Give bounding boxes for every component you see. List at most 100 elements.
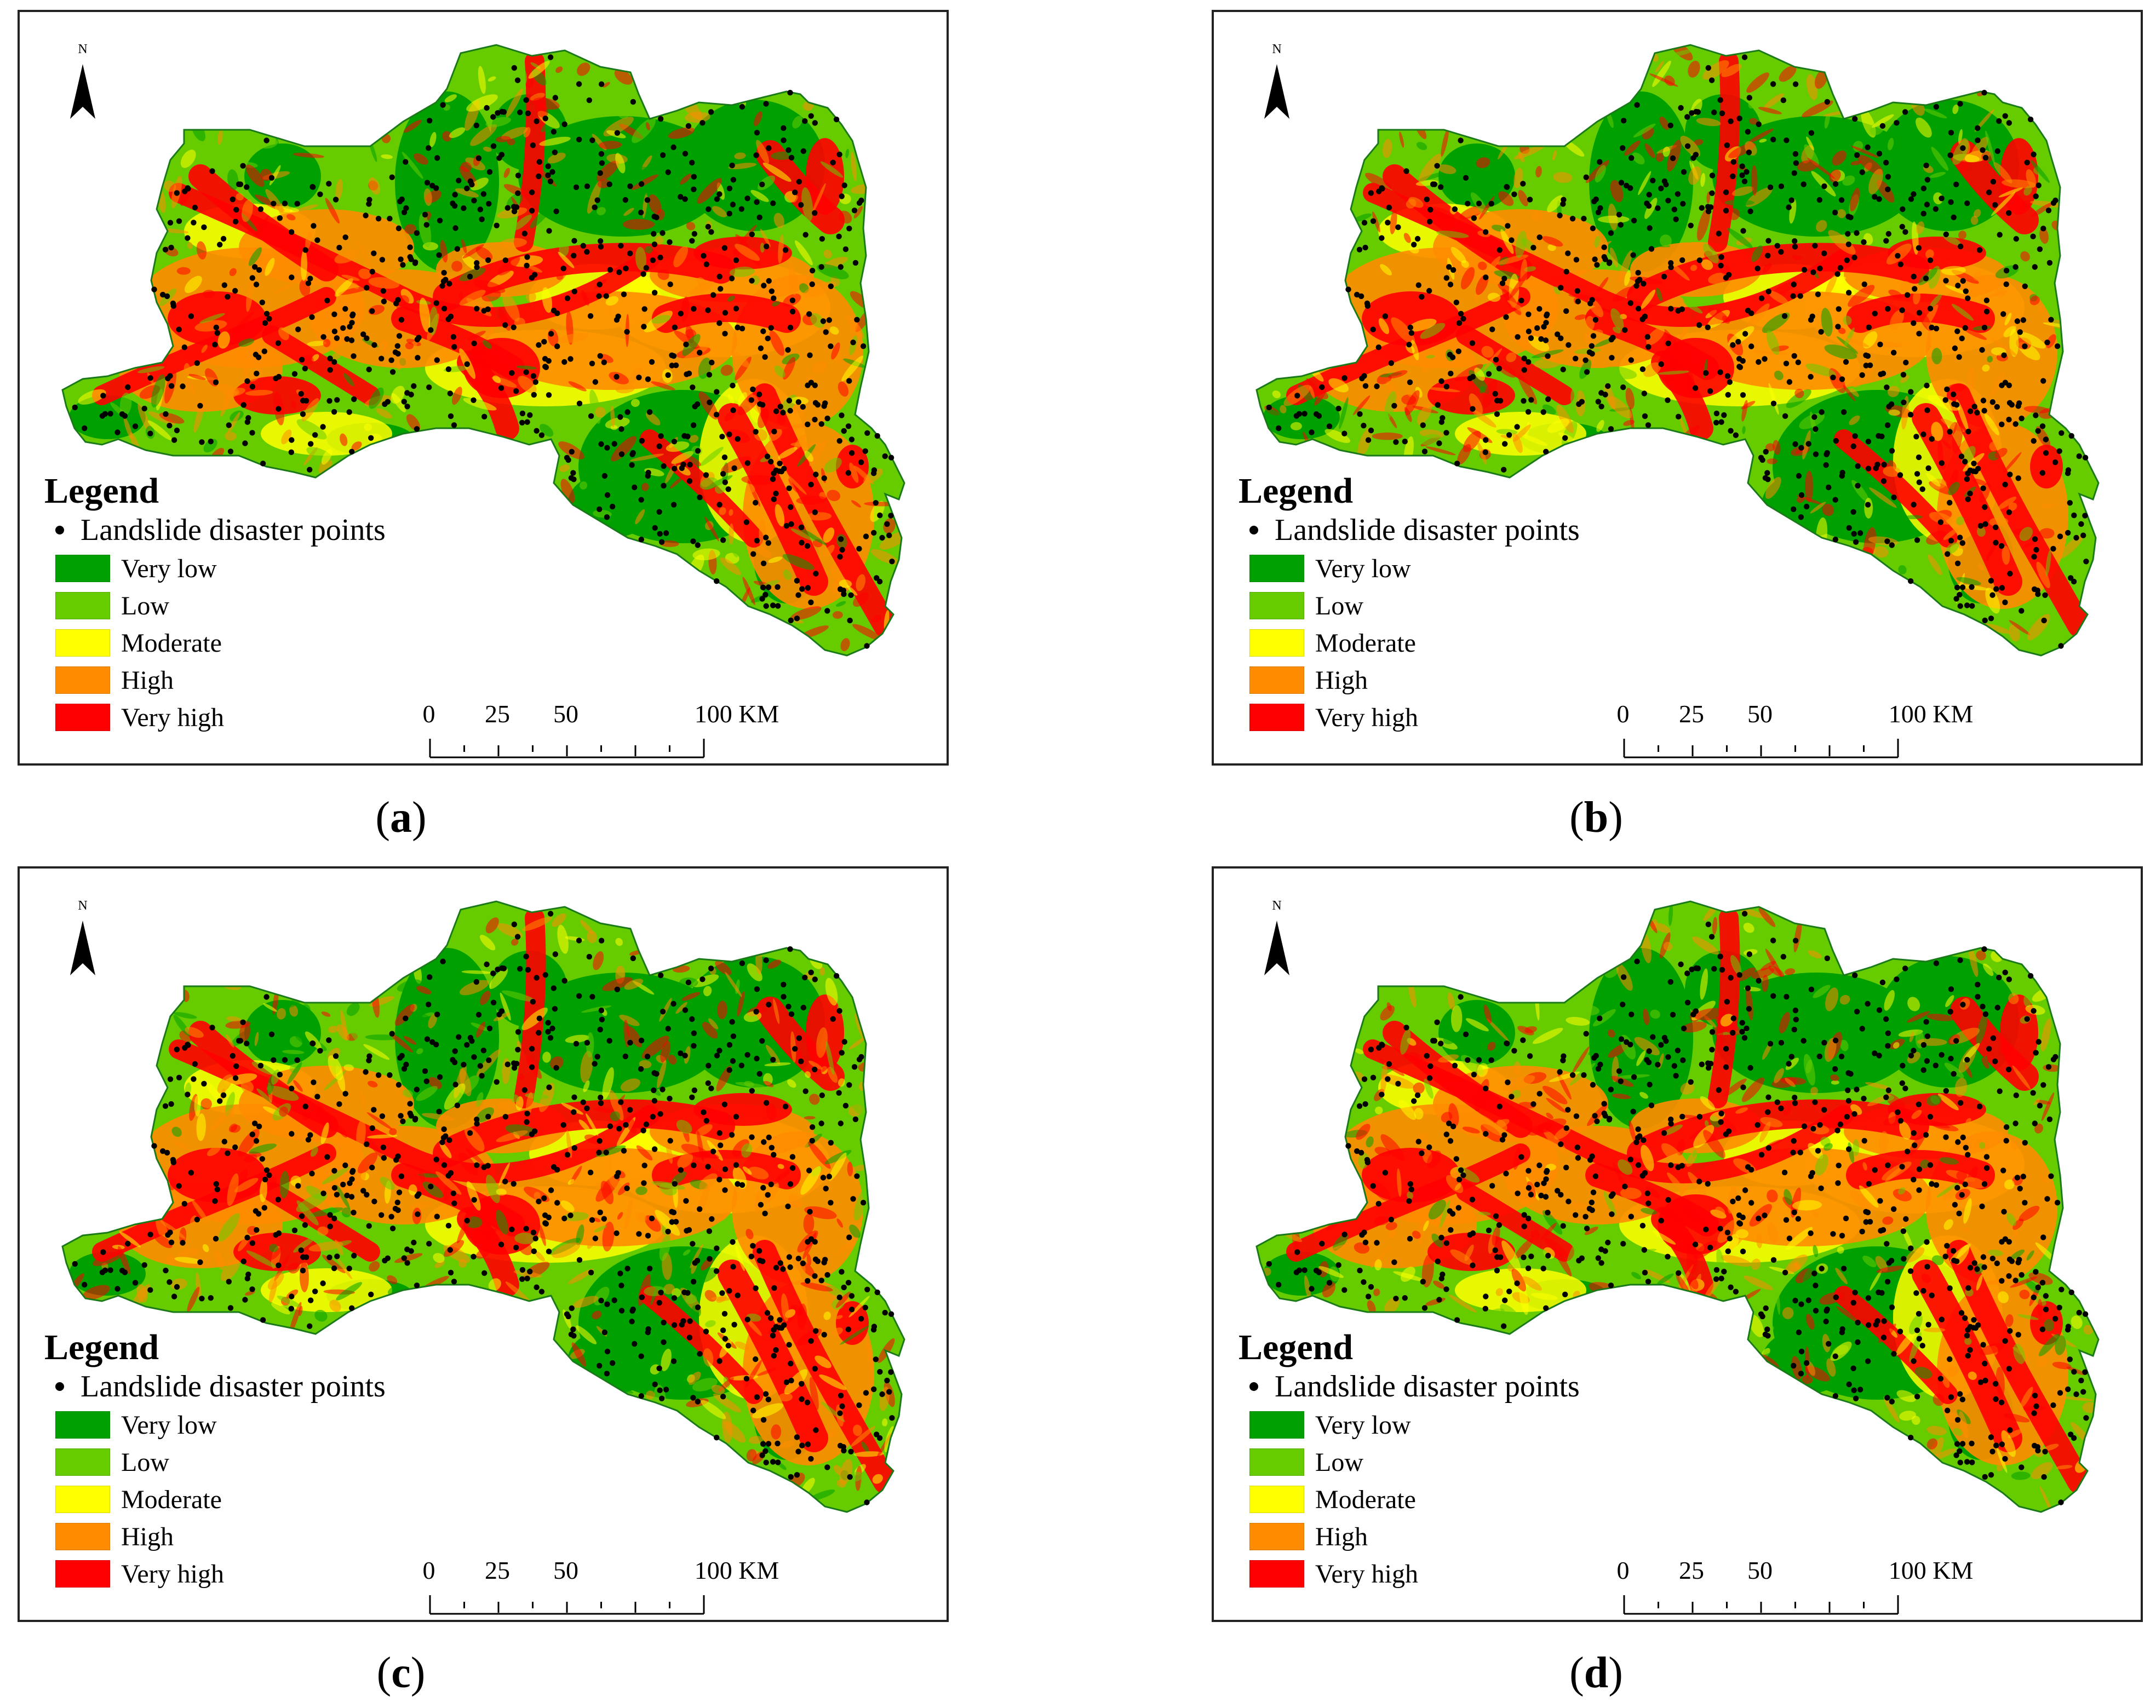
landslide-point <box>1791 1026 1797 1033</box>
landslide-point <box>1850 443 1856 450</box>
landslide-point <box>1803 1360 1810 1366</box>
landslide-point <box>1900 206 1906 212</box>
landslide-point <box>232 1144 238 1151</box>
landslide-point <box>545 1028 551 1035</box>
landslide-point <box>856 200 863 206</box>
landslide-point <box>584 1105 590 1112</box>
landslide-point <box>542 356 548 362</box>
landslide-point <box>1746 149 1752 156</box>
landslide-point <box>1953 596 1959 602</box>
landslide-point <box>1528 335 1534 341</box>
caption-close-paren: ) <box>412 793 427 842</box>
landslide-point <box>864 1286 870 1292</box>
landslide-point <box>1900 372 1907 378</box>
landslide-point <box>1574 1145 1580 1151</box>
landslide-point <box>1724 373 1731 379</box>
landslide-point <box>1925 465 1931 471</box>
landslide-point <box>1770 938 1776 944</box>
landslide-point <box>451 1279 457 1285</box>
landslide-point <box>349 448 355 455</box>
landslide-point <box>233 206 239 213</box>
landslide-point <box>783 1379 790 1385</box>
landslide-point <box>589 1217 595 1223</box>
landslide-point <box>1982 1011 1989 1017</box>
landslide-point <box>302 247 308 253</box>
landslide-point <box>1965 1152 1971 1158</box>
landslide-point <box>765 1441 772 1447</box>
landslide-point <box>1618 1078 1624 1084</box>
landslide-point <box>1923 162 1929 169</box>
landslide-point <box>1452 1062 1458 1069</box>
landslide-point <box>1708 934 1715 940</box>
landslide-point <box>598 1297 604 1304</box>
landslide-point <box>1889 542 1895 548</box>
landslide-point <box>860 343 867 349</box>
landslide-point <box>2050 1402 2056 1408</box>
landslide-point <box>225 294 231 300</box>
landslide-point <box>721 454 728 461</box>
landslide-point <box>1670 155 1676 162</box>
landslide-point <box>1411 1098 1417 1104</box>
landslide-point <box>450 334 456 340</box>
landslide-point <box>1679 257 1685 263</box>
landslide-point <box>1742 331 1748 337</box>
landslide-point <box>759 596 765 602</box>
landslide-point <box>509 370 515 376</box>
landslide-point <box>1558 335 1564 341</box>
landslide-point <box>309 314 315 320</box>
landslide-point <box>1555 1188 1561 1194</box>
landslide-point <box>1526 359 1532 365</box>
landslide-point <box>802 974 808 981</box>
landslide-point <box>1566 342 1572 348</box>
landslide-point <box>1543 320 1549 326</box>
landslide-point <box>1927 1114 1934 1120</box>
landslide-point <box>650 257 656 263</box>
landslide-point <box>598 938 605 944</box>
landslide-point <box>422 1068 428 1074</box>
landslide-point <box>1982 1377 1988 1384</box>
landslide-point <box>1951 1071 1957 1077</box>
landslide-point <box>366 197 372 203</box>
legend-title: Legend <box>1238 1327 1354 1367</box>
landslide-point <box>1489 1183 1495 1189</box>
landslide-point <box>1562 435 1568 441</box>
landslide-point <box>276 406 282 412</box>
landslide-point <box>471 1054 477 1060</box>
landslide-point <box>1867 362 1873 369</box>
landslide-point <box>652 1381 658 1388</box>
landslide-point <box>1696 257 1703 263</box>
landslide-point <box>300 411 306 417</box>
landslide-point <box>1817 266 1823 272</box>
landslide-point <box>780 410 786 416</box>
landslide-point <box>553 1065 559 1071</box>
landslide-point <box>1998 543 2005 549</box>
scale-label: 100 KM <box>694 1556 779 1584</box>
landslide-point <box>546 1249 552 1255</box>
landslide-point <box>1964 1332 1970 1339</box>
landslide-point <box>1885 1087 1891 1094</box>
landslide-point <box>1544 311 1550 318</box>
landslide-point <box>1447 1138 1454 1144</box>
landslide-point <box>839 547 845 553</box>
landslide-point <box>794 578 800 584</box>
landslide-point <box>294 1057 300 1063</box>
map-panel-b: N Legend Landslide disaster points Very low… <box>1212 10 2143 766</box>
landslide-point <box>651 241 658 248</box>
landslide-point <box>1502 1297 1508 1303</box>
landslide-point <box>735 324 741 331</box>
landslide-point <box>1386 1061 1392 1067</box>
landslide-point <box>1679 1113 1685 1120</box>
landslide-point <box>1981 1264 1987 1270</box>
landslide-point <box>1872 1167 1878 1173</box>
landslide-point <box>1665 1197 1671 1203</box>
landslide-point <box>1960 1002 1966 1008</box>
landslide-point <box>1762 1212 1768 1218</box>
landslide-point <box>1861 1095 1867 1102</box>
landslide-point <box>309 184 316 190</box>
landslide-point <box>2043 1293 2049 1299</box>
landslide-point <box>1957 101 1963 107</box>
landslide-point <box>252 1120 258 1126</box>
landslide-point <box>259 300 265 306</box>
landslide-point <box>783 523 790 529</box>
landslide-point <box>1823 462 1829 468</box>
